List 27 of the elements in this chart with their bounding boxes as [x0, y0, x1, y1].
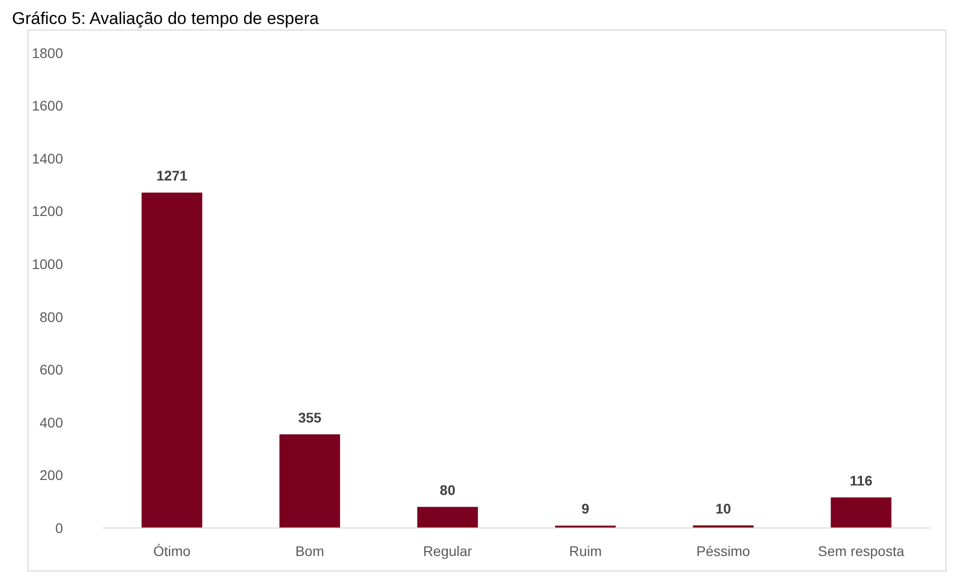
- bar: [417, 506, 478, 528]
- x-tick-label: Ruim: [569, 543, 602, 559]
- data-label: 9: [582, 500, 590, 517]
- data-label: 1271: [156, 168, 188, 184]
- y-tick-label: 1200: [32, 203, 64, 220]
- bar: [830, 497, 892, 528]
- y-tick-label: 1400: [32, 150, 64, 166]
- bar: [279, 434, 340, 528]
- x-tick-label: Regular: [423, 543, 472, 559]
- x-tick-label: Ótimo: [153, 543, 191, 559]
- y-tick-label: 400: [40, 414, 64, 430]
- bar: [142, 192, 202, 528]
- y-tick-label: 800: [40, 308, 64, 325]
- data-label: 10: [715, 500, 732, 516]
- y-tick-label: 0: [55, 520, 64, 536]
- x-tick-label: Péssimo: [696, 543, 750, 559]
- data-label: 116: [850, 472, 873, 488]
- y-tick-label: 1800: [32, 44, 64, 61]
- chart-title: Gráfico 5: Avaliação do tempo de espera: [12, 9, 320, 28]
- x-tick-label: Bom: [295, 543, 324, 559]
- y-tick-label: 600: [40, 362, 64, 378]
- data-label: 355: [298, 409, 322, 426]
- y-tick-label: 200: [40, 467, 64, 484]
- data-label: 80: [440, 482, 456, 498]
- x-tick-label: Sem resposta: [818, 543, 904, 559]
- y-tick-label: 1000: [32, 256, 64, 272]
- y-tick-label: 1600: [32, 98, 64, 114]
